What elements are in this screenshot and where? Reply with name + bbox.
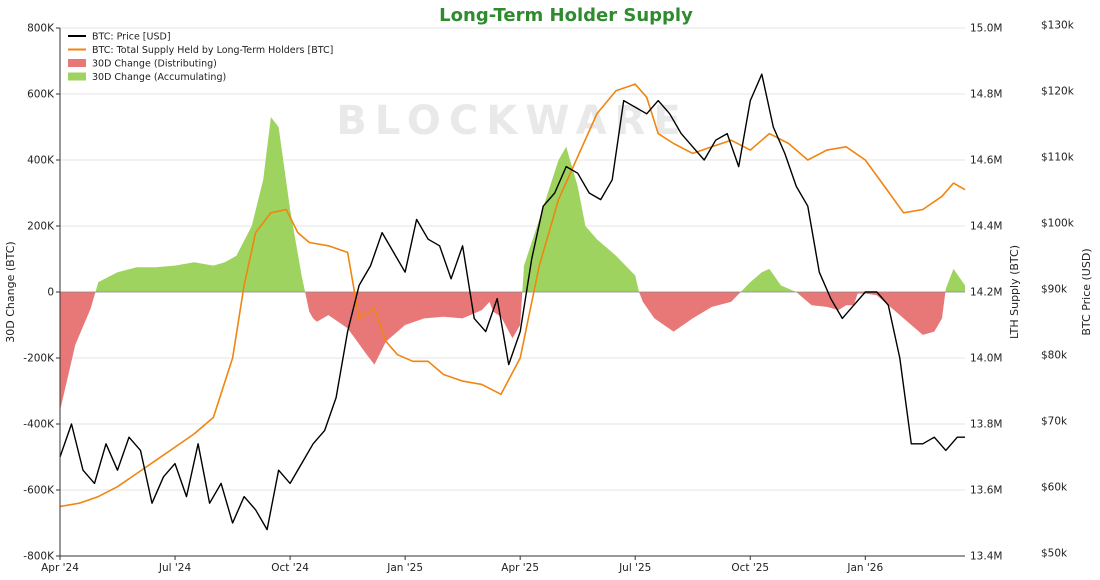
- right-axis-title: BTC Price (USD): [1080, 248, 1093, 335]
- watermark-text: BLOCKWARE: [336, 98, 688, 144]
- mid-axis-title: LTH Supply (BTC): [1008, 245, 1021, 339]
- right-tick-label: $100k: [1041, 218, 1075, 230]
- mid-tick-label: 15.0M: [970, 23, 1002, 35]
- left-tick-label: -200K: [23, 353, 55, 365]
- right-tick-label: $110k: [1041, 152, 1075, 164]
- mid-tick-label: 14.4M: [970, 221, 1002, 233]
- left-tick-label: 800K: [27, 23, 55, 35]
- mid-tick-label: 14.6M: [970, 155, 1002, 167]
- right-tick-label: $70k: [1041, 416, 1068, 428]
- left-axis-title: 30D Change (BTC): [4, 241, 17, 342]
- x-tick-label: Jan '25: [386, 562, 423, 574]
- x-tick-label: Apr '25: [501, 562, 539, 574]
- left-tick-label: -800K: [23, 551, 55, 563]
- btc-price-line: [59, 73, 965, 531]
- lth-supply-line: [59, 83, 966, 508]
- right-tick-label: $50k: [1041, 548, 1068, 560]
- x-tick-label: Apr '24: [41, 562, 79, 574]
- legend-label: 30D Change (Distributing): [92, 59, 217, 70]
- x-tick-label: Jan '26: [846, 562, 883, 574]
- area-distributing: [60, 292, 965, 411]
- right-tick-label: $60k: [1041, 482, 1068, 494]
- left-tick-label: 600K: [27, 89, 55, 101]
- right-tick-label: $120k: [1041, 86, 1075, 98]
- left-tick-label: 200K: [27, 221, 55, 233]
- mid-tick-label: 13.8M: [970, 419, 1002, 431]
- right-tick-label: $130k: [1041, 20, 1075, 32]
- chart-title: Long-Term Holder Supply: [439, 5, 693, 26]
- mid-tick-label: 13.6M: [970, 485, 1002, 497]
- legend-label: BTC: Price [USD]: [92, 32, 171, 43]
- left-tick-label: -400K: [23, 419, 55, 431]
- mid-tick-label: 13.4M: [970, 551, 1002, 563]
- mid-tick-label: 14.8M: [970, 89, 1002, 101]
- right-tick-label: $80k: [1041, 350, 1068, 362]
- left-tick-label: 0: [47, 287, 54, 299]
- x-tick-label: Oct '25: [731, 562, 769, 574]
- x-tick-label: Jul '25: [618, 562, 651, 574]
- mid-tick-label: 14.2M: [970, 287, 1002, 299]
- left-tick-label: 400K: [27, 155, 55, 167]
- legend-swatch: [68, 59, 86, 67]
- legend-label: BTC: Total Supply Held by Long-Term Hold…: [92, 45, 333, 56]
- area-accumulating: [60, 117, 965, 292]
- legend-label: 30D Change (Accumulating): [92, 72, 226, 83]
- x-tick-label: Oct '24: [271, 562, 309, 574]
- right-tick-label: $90k: [1041, 284, 1068, 296]
- left-tick-label: -600K: [23, 485, 55, 497]
- legend-swatch: [68, 72, 86, 81]
- x-tick-label: Jul '24: [158, 562, 192, 574]
- mid-tick-label: 14.0M: [970, 353, 1002, 365]
